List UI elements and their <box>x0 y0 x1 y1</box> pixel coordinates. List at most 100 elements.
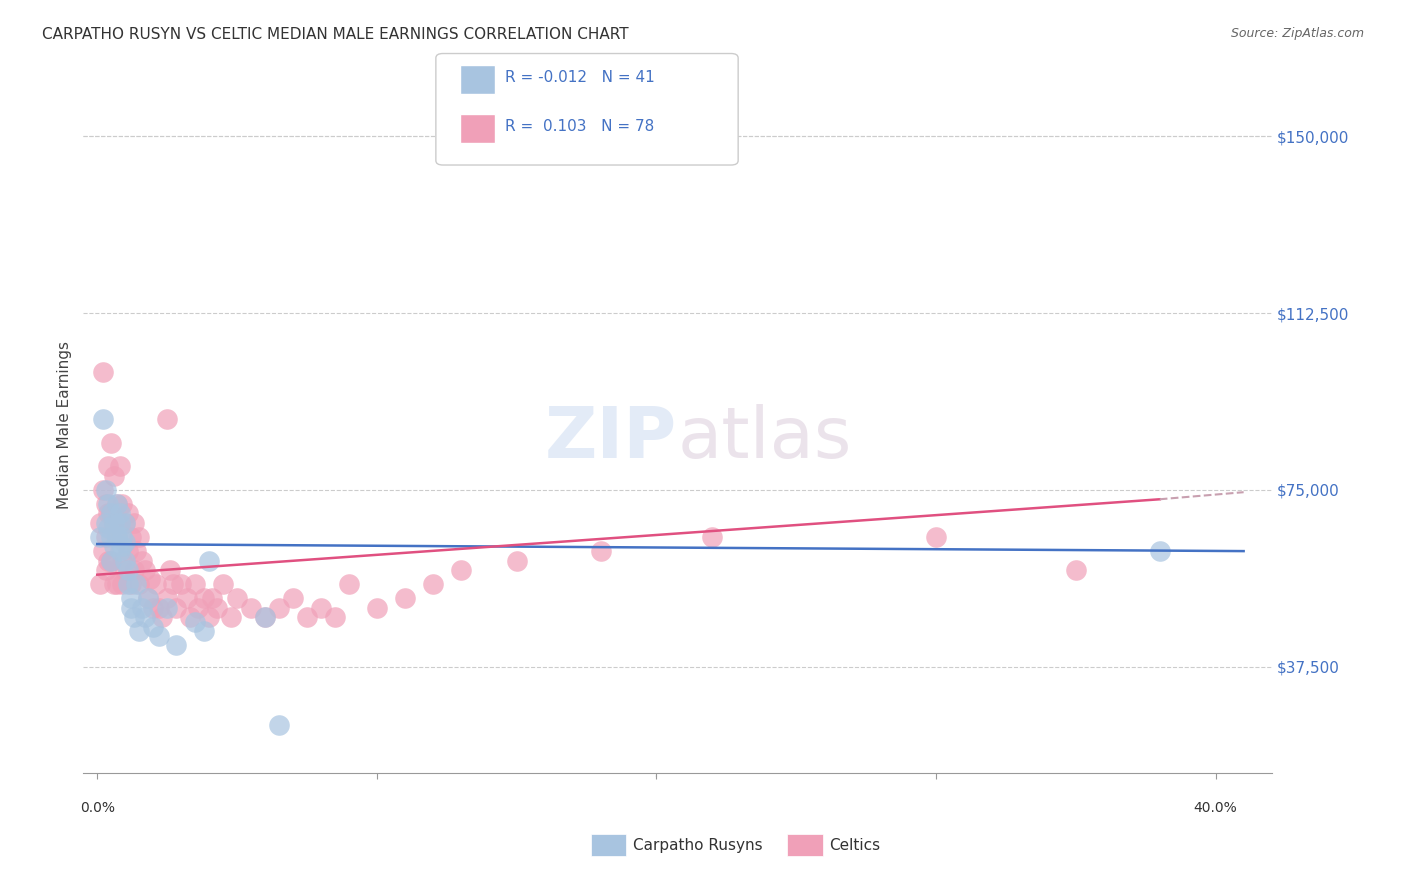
Point <box>111 577 134 591</box>
Point <box>131 600 153 615</box>
Point <box>156 600 179 615</box>
Text: atlas: atlas <box>678 404 852 474</box>
Point <box>103 516 125 530</box>
Point <box>131 553 153 567</box>
Point <box>97 507 120 521</box>
Point <box>100 507 122 521</box>
Point <box>422 577 444 591</box>
Point <box>94 563 117 577</box>
Point <box>156 412 179 426</box>
Point <box>91 483 114 497</box>
Point <box>589 544 612 558</box>
Point <box>97 459 120 474</box>
Point <box>114 563 136 577</box>
Point <box>139 573 162 587</box>
Point <box>394 591 416 606</box>
Point <box>176 591 198 606</box>
Point <box>105 530 128 544</box>
Point <box>128 577 150 591</box>
Point <box>94 497 117 511</box>
Point <box>142 619 165 633</box>
Point <box>281 591 304 606</box>
Point <box>97 497 120 511</box>
Point <box>193 624 215 639</box>
Point <box>156 591 179 606</box>
Text: Celtics: Celtics <box>830 838 880 853</box>
Point <box>150 610 173 624</box>
Point <box>91 544 114 558</box>
Text: 0.0%: 0.0% <box>80 801 115 815</box>
Point <box>253 610 276 624</box>
Point <box>103 468 125 483</box>
Point <box>450 563 472 577</box>
Point <box>120 600 142 615</box>
Point <box>89 577 111 591</box>
Point <box>128 624 150 639</box>
Point <box>108 507 131 521</box>
Point <box>184 577 207 591</box>
Point <box>337 577 360 591</box>
Point <box>187 600 209 615</box>
Point <box>89 530 111 544</box>
Point <box>1149 544 1171 558</box>
Point <box>134 610 156 624</box>
Point <box>105 577 128 591</box>
Point <box>159 563 181 577</box>
Point <box>108 544 131 558</box>
Point <box>145 577 167 591</box>
Point <box>128 530 150 544</box>
Point <box>505 553 527 567</box>
Point <box>198 553 221 567</box>
Point <box>170 577 193 591</box>
Y-axis label: Median Male Earnings: Median Male Earnings <box>58 341 72 509</box>
Point <box>125 544 148 558</box>
Point <box>94 483 117 497</box>
Point <box>179 610 201 624</box>
Point <box>165 600 187 615</box>
Point <box>103 577 125 591</box>
Point <box>117 577 139 591</box>
Point <box>122 563 145 577</box>
Point <box>91 412 114 426</box>
Point <box>267 600 290 615</box>
Text: CARPATHO RUSYN VS CELTIC MEDIAN MALE EARNINGS CORRELATION CHART: CARPATHO RUSYN VS CELTIC MEDIAN MALE EAR… <box>42 27 628 42</box>
Point <box>114 534 136 549</box>
Point <box>105 497 128 511</box>
Point <box>111 540 134 554</box>
Point <box>103 540 125 554</box>
Text: R =  0.103   N = 78: R = 0.103 N = 78 <box>505 120 654 134</box>
Point <box>148 600 170 615</box>
Point <box>117 563 139 577</box>
Point <box>100 553 122 567</box>
Point <box>165 639 187 653</box>
Point <box>105 497 128 511</box>
Point <box>1064 563 1087 577</box>
Point <box>148 629 170 643</box>
Text: R = -0.012   N = 41: R = -0.012 N = 41 <box>505 70 655 85</box>
Point <box>108 516 131 530</box>
Point <box>122 516 145 530</box>
Point <box>120 530 142 544</box>
Point <box>91 365 114 379</box>
Point <box>221 610 243 624</box>
Text: ZIP: ZIP <box>546 404 678 474</box>
Point <box>309 600 332 615</box>
Point <box>114 553 136 567</box>
Point <box>125 577 148 591</box>
Point <box>100 530 122 544</box>
Point <box>108 516 131 530</box>
Point <box>253 610 276 624</box>
Point <box>117 544 139 558</box>
Point <box>89 516 111 530</box>
Point <box>122 610 145 624</box>
Point <box>134 563 156 577</box>
Text: Source: ZipAtlas.com: Source: ZipAtlas.com <box>1230 27 1364 40</box>
Point <box>117 507 139 521</box>
Point <box>100 507 122 521</box>
Point <box>120 577 142 591</box>
Point <box>100 435 122 450</box>
Point <box>198 610 221 624</box>
Point <box>162 577 184 591</box>
Point <box>103 516 125 530</box>
Point <box>193 591 215 606</box>
